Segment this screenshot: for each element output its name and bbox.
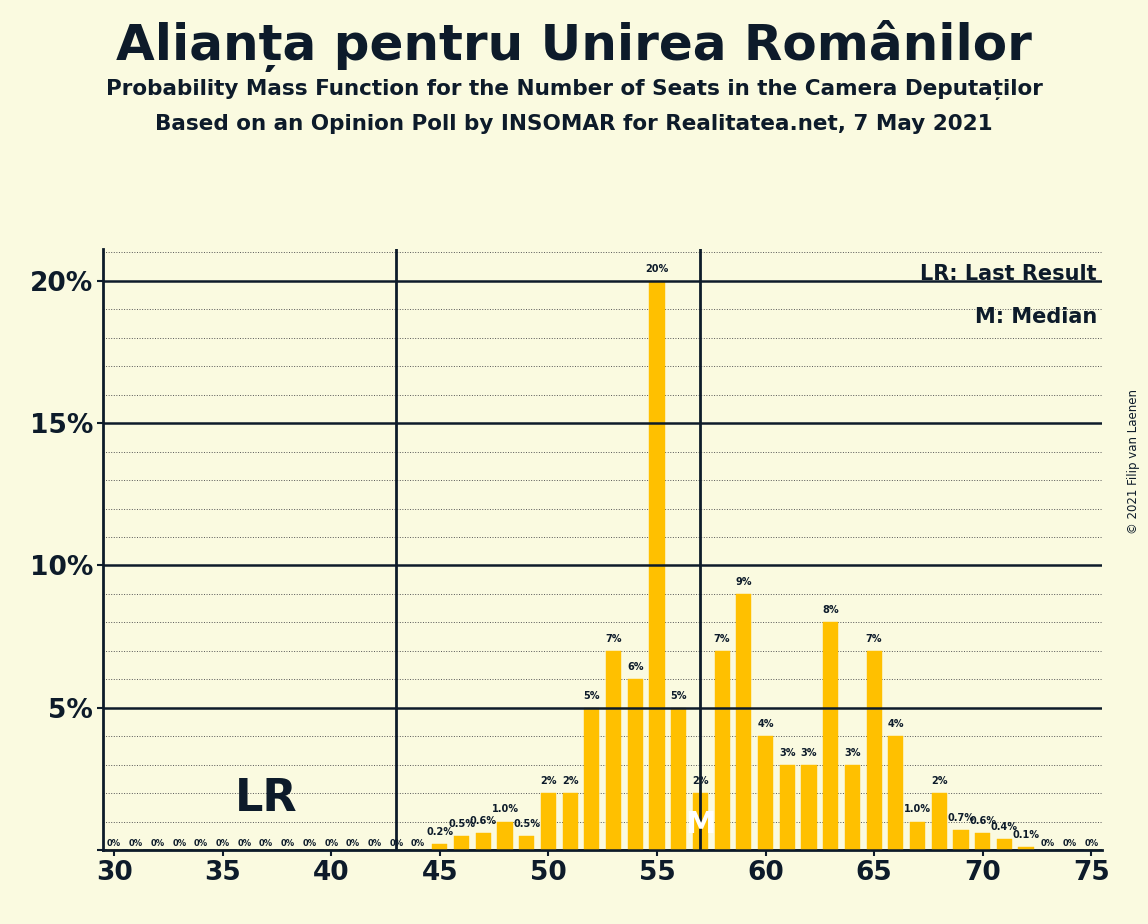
Text: 7%: 7% xyxy=(605,634,622,644)
Bar xyxy=(845,765,860,850)
Text: 0%: 0% xyxy=(1084,839,1099,848)
Text: 0%: 0% xyxy=(324,839,339,848)
Text: 3%: 3% xyxy=(844,748,861,758)
Text: 0%: 0% xyxy=(411,839,425,848)
Text: 0%: 0% xyxy=(194,839,208,848)
Text: 0%: 0% xyxy=(216,839,230,848)
Text: 2%: 2% xyxy=(541,776,557,786)
Bar xyxy=(692,793,708,850)
Bar xyxy=(453,836,470,850)
Bar xyxy=(779,765,794,850)
Text: 0%: 0% xyxy=(238,839,251,848)
Text: Alianța pentru Unirea Românilor: Alianța pentru Unirea Românilor xyxy=(116,20,1032,72)
Text: 0.1%: 0.1% xyxy=(1013,830,1040,840)
Bar xyxy=(953,830,969,850)
Text: 0%: 0% xyxy=(281,839,295,848)
Bar xyxy=(823,623,838,850)
Text: 0.6%: 0.6% xyxy=(470,816,497,826)
Bar xyxy=(975,833,991,850)
Bar xyxy=(889,736,903,850)
Text: 0%: 0% xyxy=(367,839,382,848)
Text: Based on an Opinion Poll by INSOMAR for Realitatea.net, 7 May 2021: Based on an Opinion Poll by INSOMAR for … xyxy=(155,114,993,134)
Bar xyxy=(932,793,947,850)
Bar xyxy=(584,708,599,850)
Text: 3%: 3% xyxy=(779,748,796,758)
Bar xyxy=(672,708,687,850)
Text: 2%: 2% xyxy=(931,776,947,786)
Text: 20%: 20% xyxy=(645,263,668,274)
Bar xyxy=(475,833,491,850)
Text: 0%: 0% xyxy=(172,839,186,848)
Text: 1.0%: 1.0% xyxy=(903,805,931,814)
Bar xyxy=(628,679,643,850)
Text: 0%: 0% xyxy=(129,839,144,848)
Text: 9%: 9% xyxy=(736,577,752,587)
Text: 0.2%: 0.2% xyxy=(426,827,453,837)
Text: 2%: 2% xyxy=(692,776,708,786)
Text: 0%: 0% xyxy=(1041,839,1055,848)
Bar xyxy=(867,650,882,850)
Bar xyxy=(801,765,816,850)
Text: 0%: 0% xyxy=(303,839,317,848)
Bar xyxy=(606,650,621,850)
Text: LR: LR xyxy=(235,777,297,821)
Bar xyxy=(497,821,513,850)
Text: 6%: 6% xyxy=(627,663,644,672)
Text: © 2021 Filip van Laenen: © 2021 Filip van Laenen xyxy=(1127,390,1140,534)
Bar xyxy=(541,793,556,850)
Bar xyxy=(519,836,534,850)
Bar xyxy=(758,736,773,850)
Bar xyxy=(650,281,665,850)
Text: 5%: 5% xyxy=(670,690,687,700)
Text: M: M xyxy=(685,810,715,839)
Text: 3%: 3% xyxy=(800,748,817,758)
Text: 1.0%: 1.0% xyxy=(491,805,519,814)
Text: 0.7%: 0.7% xyxy=(947,813,975,823)
Text: Probability Mass Function for the Number of Seats in the Camera Deputaților: Probability Mass Function for the Number… xyxy=(106,79,1042,100)
Bar xyxy=(910,821,925,850)
Text: 0%: 0% xyxy=(259,839,273,848)
Text: 0%: 0% xyxy=(389,839,403,848)
Bar xyxy=(736,594,752,850)
Text: 5%: 5% xyxy=(583,690,600,700)
Text: 0%: 0% xyxy=(1062,839,1077,848)
Text: M: Median: M: Median xyxy=(975,307,1097,326)
Bar xyxy=(563,793,577,850)
Text: 0%: 0% xyxy=(150,839,164,848)
Bar xyxy=(1018,847,1033,850)
Text: LR: Last Result: LR: Last Result xyxy=(921,264,1097,285)
Text: 4%: 4% xyxy=(887,719,905,729)
Text: 8%: 8% xyxy=(822,605,839,615)
Text: 2%: 2% xyxy=(561,776,579,786)
Text: 0%: 0% xyxy=(107,839,122,848)
Text: 0%: 0% xyxy=(346,839,360,848)
Bar xyxy=(714,650,730,850)
Bar xyxy=(433,845,448,850)
Text: 4%: 4% xyxy=(758,719,774,729)
Text: 0.5%: 0.5% xyxy=(448,819,475,829)
Text: 7%: 7% xyxy=(714,634,730,644)
Text: 0.5%: 0.5% xyxy=(513,819,541,829)
Text: 0.4%: 0.4% xyxy=(991,821,1018,832)
Text: 0.6%: 0.6% xyxy=(969,816,996,826)
Bar xyxy=(996,839,1013,850)
Text: 7%: 7% xyxy=(866,634,883,644)
